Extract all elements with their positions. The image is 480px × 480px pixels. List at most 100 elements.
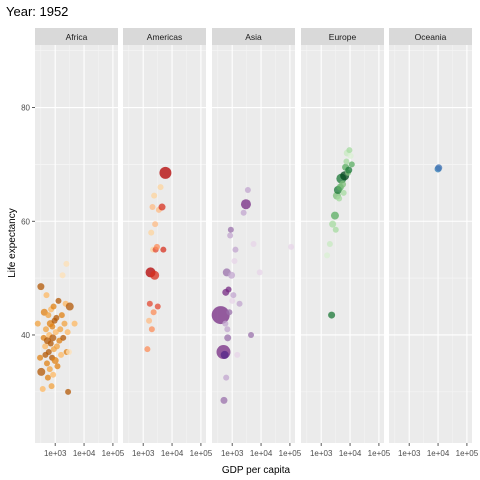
data-point <box>340 189 347 196</box>
facet-strip <box>35 28 118 45</box>
points-americas <box>144 166 172 353</box>
data-point <box>330 211 339 220</box>
data-point <box>236 300 243 307</box>
data-point <box>55 297 62 304</box>
data-point <box>256 269 263 276</box>
data-point <box>50 371 57 378</box>
y-tick-label: 40 <box>21 331 30 340</box>
data-point <box>149 204 156 211</box>
y-axis: 40 60 80 <box>21 104 35 340</box>
facet-strip-label: Asia <box>245 32 262 42</box>
facet-strip <box>301 28 384 45</box>
data-point <box>148 229 155 236</box>
data-point <box>63 260 70 267</box>
data-point <box>228 271 236 279</box>
data-point <box>224 334 232 342</box>
facet-strip <box>212 28 295 45</box>
x-tick-label: 1e+03 <box>398 449 421 458</box>
data-point <box>158 203 166 211</box>
x-tick-label: 1e+03 <box>221 449 244 458</box>
data-point <box>65 388 72 395</box>
data-point <box>159 166 172 179</box>
data-point <box>65 349 72 356</box>
data-point <box>329 220 337 228</box>
data-point <box>346 147 353 154</box>
data-point <box>37 367 46 376</box>
data-point <box>48 383 55 390</box>
y-tick-label: 60 <box>21 217 30 226</box>
x-tick-label: 1e+05 <box>190 449 213 458</box>
x-tick-label: 1e+04 <box>73 449 96 458</box>
x-tick-label: 1e+05 <box>456 449 479 458</box>
facet-strip-label: Africa <box>66 32 88 42</box>
data-point <box>49 323 56 330</box>
data-point <box>45 349 52 356</box>
x-tick-label: 1e+03 <box>44 449 67 458</box>
facet-panels: Africa 1e+03 1e+04 1e+05 Americas 1e+03 1e+04 1… <box>34 28 479 458</box>
data-point <box>71 320 78 327</box>
data-point <box>223 374 230 381</box>
data-point <box>288 243 295 250</box>
data-point <box>37 354 44 361</box>
x-tick-label: 1e+05 <box>279 449 302 458</box>
data-point <box>240 199 251 210</box>
data-point <box>64 329 71 336</box>
data-point <box>225 286 232 293</box>
data-point <box>54 363 61 370</box>
x-tick-label: 1e+04 <box>339 449 362 458</box>
data-point <box>343 158 350 165</box>
data-point <box>240 209 247 216</box>
data-point <box>339 180 347 188</box>
data-point <box>43 360 50 367</box>
points-oceania <box>434 164 443 173</box>
x-tick-label: 1e+04 <box>161 449 184 458</box>
data-point <box>222 320 229 327</box>
data-point <box>51 357 59 365</box>
data-point <box>326 241 333 247</box>
data-point <box>59 272 66 279</box>
x-tick-label: 1e+04 <box>250 449 273 458</box>
data-point <box>44 374 51 381</box>
data-point <box>328 311 336 319</box>
facet-strip-label: Europe <box>329 32 357 42</box>
data-point <box>231 258 238 265</box>
facet-strip <box>123 28 206 45</box>
data-point <box>50 303 57 310</box>
data-point <box>53 343 60 350</box>
data-point <box>43 292 50 299</box>
y-tick-label: 80 <box>21 104 30 113</box>
data-point <box>61 320 68 327</box>
facet-strip-label: Americas <box>147 32 182 42</box>
data-point <box>46 366 53 373</box>
data-point <box>146 317 153 324</box>
facet-panel-asia: Asia 1e+03 1e+04 1e+05 <box>211 28 302 458</box>
data-point <box>230 292 237 299</box>
data-point <box>65 302 74 311</box>
data-point <box>336 195 343 202</box>
data-point <box>53 314 60 321</box>
panel-background <box>389 45 472 443</box>
data-point <box>45 312 52 319</box>
data-point <box>49 334 57 342</box>
data-point <box>224 326 231 333</box>
data-point <box>211 306 230 325</box>
data-point <box>150 270 160 280</box>
data-point <box>57 326 64 333</box>
y-axis-label: Life expectancy <box>7 208 18 278</box>
data-point <box>47 340 54 347</box>
x-tick-label: 1e+03 <box>310 449 333 458</box>
panel-background <box>123 45 206 443</box>
data-point <box>58 351 65 358</box>
points-africa <box>34 260 78 395</box>
data-point <box>227 232 234 239</box>
facet-panel-oceania: Oceania 1e+03 1e+04 1e+05 <box>389 28 479 458</box>
x-tick-label: 1e+04 <box>427 449 450 458</box>
data-point <box>157 184 164 191</box>
data-point <box>34 320 41 327</box>
data-point <box>347 152 354 159</box>
data-point <box>248 331 255 338</box>
panel-background <box>35 45 118 443</box>
points-europe <box>324 147 355 319</box>
data-point <box>153 243 160 250</box>
facet-strip-label: Oceania <box>415 32 447 42</box>
